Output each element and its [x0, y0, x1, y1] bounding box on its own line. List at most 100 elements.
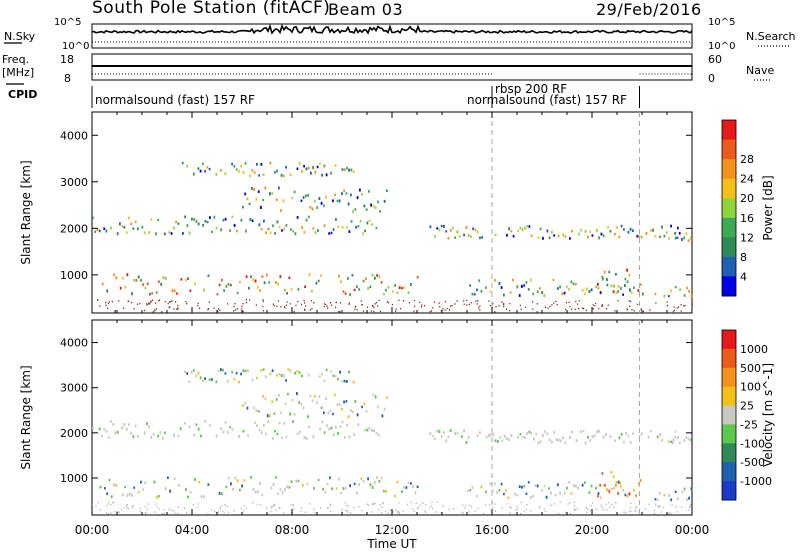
scatter-cell	[472, 227, 474, 231]
scatter-cell	[262, 394, 265, 398]
scatter-cell	[195, 423, 198, 426]
scatter-cell	[122, 277, 124, 280]
scatter-cell	[371, 486, 374, 489]
ground-scatter-cell	[132, 505, 134, 507]
ground-scatter-cell	[398, 512, 400, 515]
scatter-cell	[355, 225, 357, 229]
scatter-cell	[636, 234, 639, 238]
ground-scatter-cell	[304, 309, 306, 311]
scatter-cell	[581, 483, 584, 487]
scatter-cell	[291, 196, 294, 200]
ground-scatter-cell	[547, 307, 549, 309]
scatter-cell	[312, 166, 314, 169]
scatter-cell	[197, 371, 200, 375]
scatter-cell	[613, 487, 615, 490]
scatter-cell	[375, 431, 378, 435]
scatter-cell	[641, 235, 643, 239]
scatter-cell	[271, 192, 274, 195]
ground-scatter-cell	[283, 512, 285, 514]
scatter-cell	[283, 421, 285, 425]
ground-scatter-cell	[126, 504, 128, 507]
scatter-cell	[356, 196, 359, 200]
scatter-cell	[257, 490, 259, 494]
ground-scatter-cell	[549, 305, 551, 308]
ground-scatter-cell	[242, 510, 244, 512]
scatter-cell	[524, 226, 526, 230]
scatter-cell	[363, 402, 366, 406]
scatter-cell	[683, 439, 686, 442]
nave-tick-bottom: 0	[708, 72, 715, 85]
scatter-cell	[319, 162, 321, 165]
scatter-cell	[497, 440, 499, 444]
ground-scatter-cell	[377, 305, 379, 307]
scatter-cell	[656, 498, 659, 502]
scatter-cell	[198, 480, 201, 484]
scatter-cell	[157, 218, 160, 222]
scatter-cell	[590, 484, 593, 488]
scatter-cell	[440, 434, 443, 438]
scatter-cell	[329, 409, 332, 412]
ground-scatter-cell	[471, 505, 473, 508]
x-tick-label: 00:00	[675, 523, 710, 537]
scatter-cell	[231, 428, 234, 431]
scatter-cell	[312, 227, 315, 230]
ground-scatter-cell	[145, 512, 147, 515]
scatter-cell	[414, 491, 417, 495]
scatter-cell	[480, 485, 483, 489]
scatter-cell	[530, 432, 533, 435]
ground-scatter-cell	[431, 507, 434, 510]
scatter-cell	[274, 171, 276, 174]
scatter-cell	[261, 275, 264, 278]
scatter-cell	[678, 231, 681, 235]
ground-scatter-cell	[309, 309, 311, 311]
ground-scatter-cell	[99, 509, 101, 511]
ground-scatter-cell	[371, 511, 373, 513]
scatter-cell	[348, 370, 350, 374]
scatter-cell	[632, 229, 634, 232]
scatter-cell	[357, 423, 360, 426]
scatter-cell	[637, 482, 640, 486]
ground-scatter-cell	[432, 307, 434, 309]
scatter-cell	[356, 491, 358, 495]
scatter-cell	[326, 482, 329, 486]
scatter-cell	[122, 493, 124, 497]
scatter-cell	[193, 369, 195, 372]
scatter-cell	[438, 228, 441, 232]
scatter-cell	[103, 227, 106, 230]
ground-scatter-cell	[429, 507, 431, 509]
scatter-cell	[298, 162, 301, 165]
scatter-cell	[303, 164, 305, 168]
scatter-cell	[554, 494, 557, 497]
scatter-cell	[317, 279, 320, 282]
ground-scatter-cell	[177, 512, 179, 515]
ground-scatter-cell	[144, 506, 146, 508]
scatter-cell	[330, 171, 332, 175]
scatter-cell	[372, 204, 375, 208]
scatter-cell	[254, 279, 257, 283]
scatter-cell	[281, 436, 283, 439]
scatter-cell	[116, 430, 119, 434]
scatter-cell	[286, 292, 288, 295]
ground-scatter-cell	[257, 503, 259, 505]
ground-scatter-cell	[595, 508, 597, 510]
ground-scatter-cell	[569, 502, 571, 504]
ground-scatter-cell	[323, 305, 325, 308]
scatter-cell	[366, 221, 369, 225]
ground-scatter-cell	[649, 309, 651, 311]
scatter-cell	[609, 435, 612, 439]
scatter-cell	[311, 399, 314, 403]
scatter-cell	[623, 440, 625, 444]
ground-scatter-cell	[417, 507, 419, 509]
scatter-cell	[503, 492, 505, 496]
ground-scatter-cell	[366, 503, 368, 505]
scatter-cell	[508, 227, 510, 231]
scatter-cell	[309, 206, 312, 209]
scatter-cell	[625, 432, 627, 435]
ground-scatter-cell	[252, 502, 254, 504]
scatter-cell	[197, 427, 200, 431]
ground-scatter-cell	[595, 302, 597, 305]
scatter-cell	[365, 410, 368, 413]
ground-scatter-cell	[227, 303, 229, 305]
ground-scatter-cell	[150, 300, 152, 303]
scatter-cell	[264, 397, 267, 400]
